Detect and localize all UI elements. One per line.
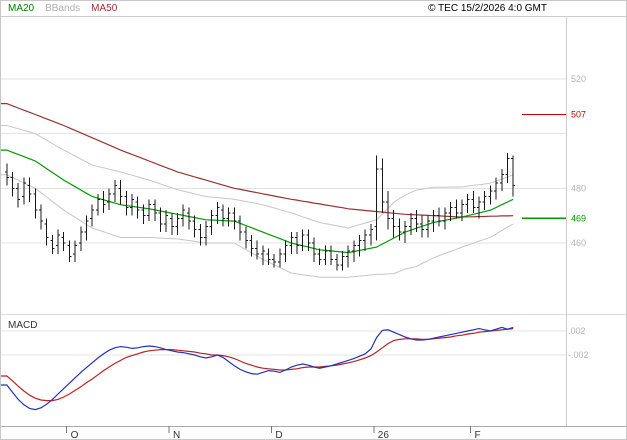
macd-lines bbox=[1, 326, 514, 411]
macd-panel-label: MACD bbox=[8, 320, 38, 331]
x-axis: O N D 26 F bbox=[66, 426, 481, 440]
price-axis-labels: 520 480 460 bbox=[571, 74, 586, 248]
svg-text:O: O bbox=[71, 430, 79, 440]
price-bars bbox=[4, 152, 516, 271]
legend-ma50: MA50 bbox=[91, 3, 118, 14]
svg-text:D: D bbox=[275, 430, 282, 440]
svg-text:460: 460 bbox=[571, 238, 586, 248]
svg-text:26: 26 bbox=[378, 430, 390, 440]
bb-upper-line bbox=[1, 125, 514, 229]
legend-bbands: BBands bbox=[45, 3, 81, 14]
ma20 bbox=[1, 149, 514, 254]
svg-text:507: 507 bbox=[571, 110, 586, 120]
panel-frame bbox=[1, 16, 626, 427]
svg-text:F: F bbox=[474, 430, 480, 440]
macd-signal-line bbox=[1, 328, 514, 402]
legend-ma20: MA20 bbox=[8, 3, 35, 14]
bb-lower-line bbox=[1, 174, 514, 278]
svg-text:480: 480 bbox=[571, 183, 586, 193]
ma50-line bbox=[1, 103, 514, 218]
ohlc-bars bbox=[4, 152, 516, 271]
svg-text:N: N bbox=[173, 430, 180, 440]
svg-text:520: 520 bbox=[571, 74, 586, 84]
macd-line bbox=[1, 326, 514, 411]
svg-text:-.002: -.002 bbox=[568, 350, 589, 360]
level-lines: 507 469 bbox=[522, 110, 586, 223]
macd-gridlines: .002 -.002 bbox=[1, 326, 589, 360]
svg-text:469: 469 bbox=[571, 213, 586, 223]
ma20-line bbox=[1, 149, 514, 254]
chart-header: MA20 BBands MA50 © TEC 15/2/2026 4:0 GMT bbox=[1, 1, 626, 16]
ma50 bbox=[1, 103, 514, 218]
copyright-text: © TEC 15/2/2026 4:0 GMT bbox=[428, 3, 547, 14]
svg-text:.002: .002 bbox=[568, 326, 586, 336]
price-gridlines bbox=[1, 78, 566, 244]
